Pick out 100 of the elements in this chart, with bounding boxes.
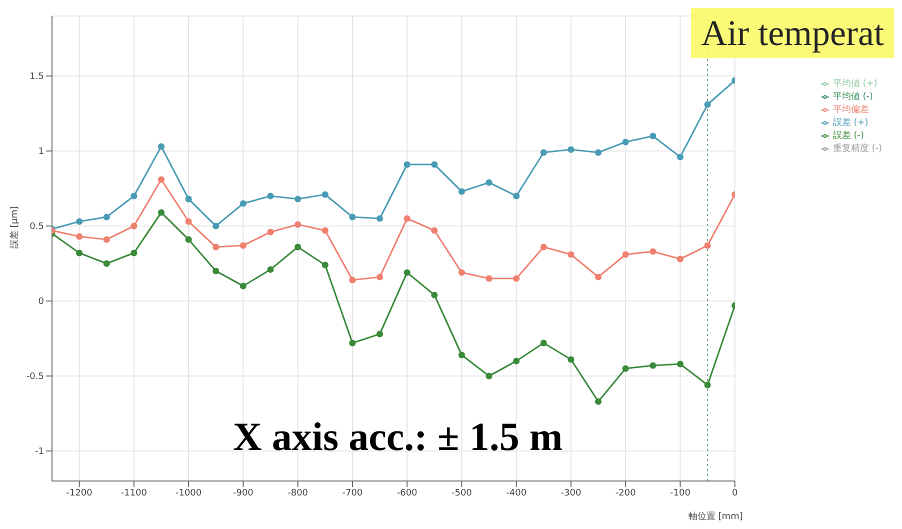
point bbox=[158, 143, 165, 150]
point bbox=[540, 340, 547, 346]
point bbox=[622, 251, 629, 258]
x-tick-label: -1000 bbox=[175, 488, 202, 498]
point bbox=[76, 218, 83, 225]
x-tick-label: -500 bbox=[451, 488, 472, 498]
x-tick-label: -1100 bbox=[120, 488, 148, 498]
point bbox=[267, 192, 274, 200]
point bbox=[486, 372, 492, 380]
point bbox=[322, 191, 328, 198]
x-tick-label: -200 bbox=[615, 488, 636, 498]
legend-label: 平均値 (+) bbox=[832, 79, 878, 89]
point bbox=[376, 274, 384, 280]
point bbox=[130, 222, 138, 230]
point bbox=[431, 292, 438, 298]
point bbox=[431, 161, 438, 168]
point bbox=[513, 192, 520, 200]
point bbox=[650, 132, 656, 140]
x-tick-label: -900 bbox=[232, 488, 254, 498]
y-tick-label: 0.5 bbox=[30, 222, 44, 232]
point bbox=[486, 179, 492, 186]
point bbox=[185, 236, 192, 243]
annotation: Air temperat bbox=[691, 8, 894, 58]
point bbox=[622, 365, 629, 372]
point bbox=[540, 244, 547, 250]
point bbox=[513, 275, 520, 282]
point bbox=[103, 236, 110, 243]
point bbox=[376, 330, 384, 338]
point bbox=[240, 200, 246, 207]
annotation: X axis acc.: ± 1.5 m bbox=[233, 413, 563, 460]
point bbox=[622, 138, 629, 146]
legend-label: 平均偏差 bbox=[832, 105, 869, 115]
point bbox=[103, 260, 110, 267]
point bbox=[540, 149, 547, 156]
point bbox=[458, 188, 466, 195]
legend-label: 重复精度 (-) bbox=[832, 144, 882, 154]
point bbox=[594, 149, 602, 156]
point bbox=[158, 176, 165, 183]
point bbox=[103, 214, 110, 220]
y-tick-label: 0 bbox=[38, 297, 44, 308]
y-tick-label: -1 bbox=[35, 447, 44, 458]
point bbox=[322, 262, 328, 268]
point bbox=[76, 233, 83, 240]
point bbox=[376, 215, 384, 222]
point bbox=[650, 248, 656, 255]
point bbox=[267, 228, 274, 236]
point bbox=[76, 250, 83, 256]
point bbox=[158, 209, 165, 216]
x-tick-label: -600 bbox=[396, 488, 418, 498]
x-tick-label: -700 bbox=[342, 488, 363, 498]
point bbox=[404, 269, 410, 276]
x-tick-label: -1200 bbox=[66, 488, 93, 498]
point bbox=[212, 244, 220, 250]
point bbox=[294, 244, 302, 250]
point bbox=[404, 161, 410, 168]
point bbox=[594, 398, 602, 405]
legend-label: 平均値 (-) bbox=[832, 92, 873, 102]
point bbox=[513, 358, 520, 364]
point bbox=[704, 382, 711, 388]
point bbox=[185, 196, 192, 202]
point bbox=[650, 362, 656, 369]
point bbox=[212, 222, 220, 230]
point bbox=[294, 196, 302, 202]
point bbox=[322, 227, 328, 234]
point bbox=[676, 256, 684, 262]
point bbox=[458, 269, 466, 276]
x-tick-label: -300 bbox=[560, 488, 582, 498]
point bbox=[349, 276, 356, 284]
legend-label: 誤差 (-) bbox=[832, 131, 864, 141]
point bbox=[349, 340, 356, 346]
point bbox=[568, 356, 574, 363]
point bbox=[676, 154, 684, 160]
x-tick-label: 0 bbox=[732, 488, 738, 498]
x-tick-label: -100 bbox=[670, 488, 691, 498]
point bbox=[594, 274, 602, 280]
point bbox=[568, 146, 574, 153]
point bbox=[458, 352, 466, 358]
x-tick-label: -400 bbox=[506, 488, 527, 498]
point bbox=[676, 360, 684, 368]
y-axis-title: 誤差 [μm] bbox=[9, 206, 20, 248]
point bbox=[404, 215, 410, 222]
x-tick-label: -800 bbox=[288, 488, 308, 498]
point bbox=[240, 282, 246, 290]
y-tick-label: 1 bbox=[38, 147, 44, 158]
point bbox=[240, 242, 246, 249]
point bbox=[185, 218, 192, 225]
point bbox=[349, 214, 356, 220]
legend-label: 誤差 (+) bbox=[832, 118, 868, 128]
y-tick-label: 1.5 bbox=[30, 72, 44, 82]
y-tick-label: -0.5 bbox=[26, 372, 44, 382]
x-axis-title: 軸位置 [mm] bbox=[688, 511, 743, 522]
point bbox=[294, 221, 302, 228]
point bbox=[486, 275, 492, 282]
point bbox=[431, 227, 438, 234]
point bbox=[212, 268, 220, 274]
point bbox=[704, 242, 711, 249]
point bbox=[130, 192, 138, 200]
point bbox=[704, 101, 711, 108]
point bbox=[568, 251, 574, 258]
point bbox=[130, 250, 138, 256]
